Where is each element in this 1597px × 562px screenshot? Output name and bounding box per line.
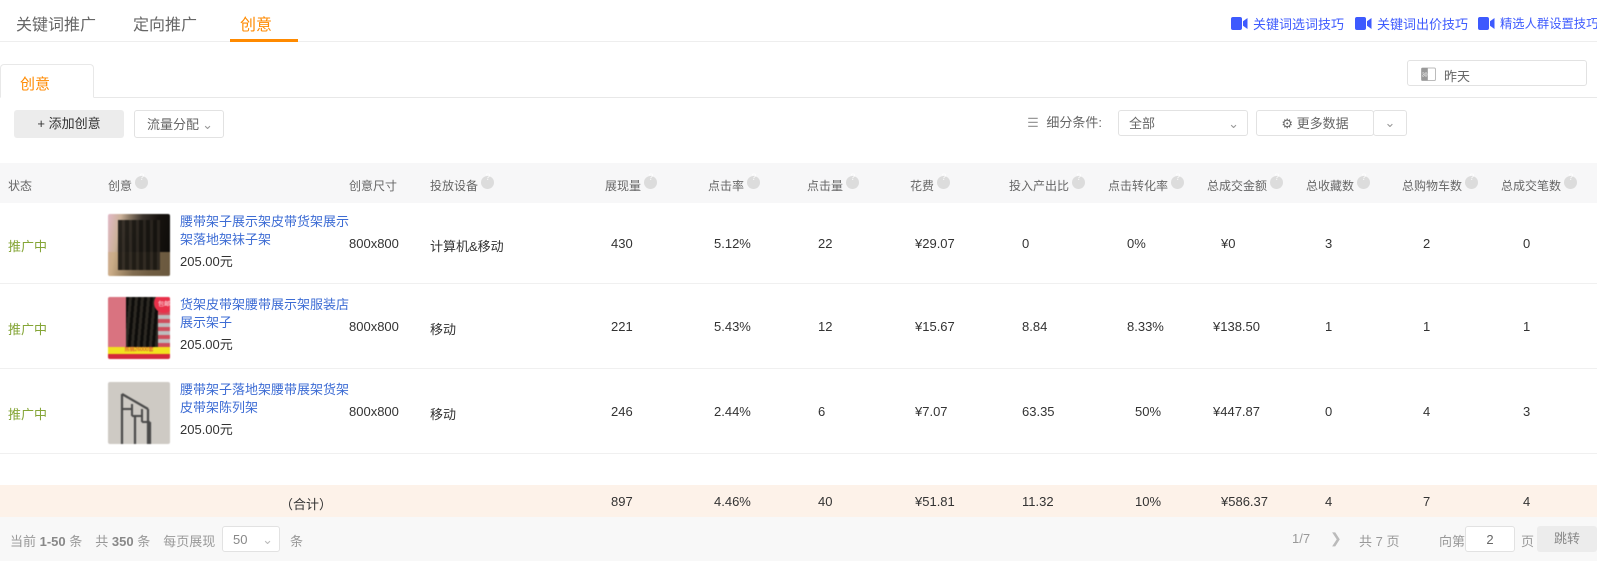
svg-text:30: 30 <box>1422 72 1428 78</box>
